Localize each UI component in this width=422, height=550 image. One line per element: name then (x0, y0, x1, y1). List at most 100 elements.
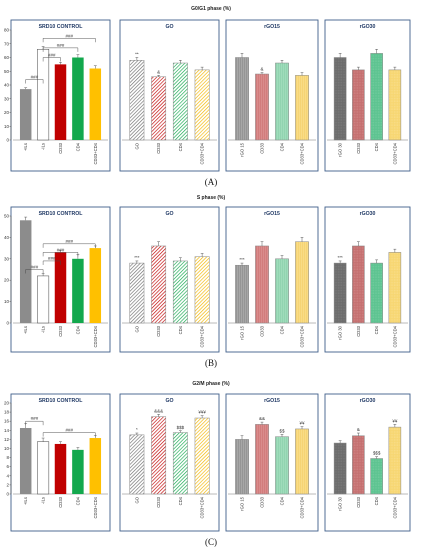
x-tick-label: CD33+CD4 (300, 142, 305, 164)
bar (37, 275, 50, 324)
x-tick-label: CD4 (280, 325, 285, 334)
y-tick-label: 0 (6, 321, 9, 326)
y-tick-label: 6 (6, 464, 9, 469)
group-box (324, 19, 411, 172)
x-tick-label: CD4 (374, 496, 379, 505)
bar (194, 417, 210, 495)
bar (352, 435, 365, 495)
significance-label: ### (65, 239, 73, 244)
bar-annotation: ¥¥¥ (198, 410, 206, 415)
y-tick-label: 14 (4, 428, 10, 433)
group-box (225, 206, 319, 353)
bar (129, 434, 145, 495)
y-tick-label: 50 (4, 214, 10, 219)
group-box (119, 393, 220, 532)
group-title: rGO15 (264, 211, 280, 217)
group-title: rGO30 (360, 24, 376, 30)
bar (194, 69, 210, 141)
bar (275, 436, 289, 495)
x-tick-label: -ILs (41, 326, 46, 333)
significance-bracket (42, 57, 61, 62)
bar-annotation: * (136, 427, 138, 432)
x-tick-label: GO (134, 496, 139, 503)
y-tick-label: 18 (4, 410, 10, 415)
x-tick-label: CD4 (178, 325, 183, 334)
x-tick-label: CD33 (356, 142, 361, 153)
group-title: SRD10 CONTROL (39, 24, 84, 30)
significance-bracket (42, 47, 79, 52)
x-tick-label: CD33 (260, 325, 265, 336)
bar-annotation: &&& (154, 408, 163, 413)
group-title: SRD10 CONTROL (39, 398, 84, 404)
x-tick-label: CD4 (374, 142, 379, 151)
x-tick-label: CD4 (75, 142, 80, 151)
y-tick-label: 80 (4, 28, 10, 33)
panel-label: (A) (205, 177, 218, 187)
bar (333, 262, 347, 324)
x-tick-label: -ILs (41, 497, 46, 504)
x-tick-label: CD33 (156, 325, 161, 336)
significance-bracket (42, 260, 61, 265)
bar (352, 245, 365, 324)
x-tick-label: CD33+CD4 (300, 496, 305, 518)
bar (370, 458, 383, 495)
significance-label: ### (65, 33, 73, 38)
bar (19, 89, 32, 140)
x-tick-label: CD33+CD4 (93, 325, 98, 347)
group-title: rGO30 (360, 211, 376, 217)
bar-annotation: $$ (279, 428, 285, 433)
bar-annotation: *** (337, 255, 343, 260)
x-tick-label: CD33+CD4 (392, 325, 397, 347)
bar-annotation: & (157, 69, 160, 74)
group-box (119, 19, 220, 172)
chart-title: G2/M phase (%) (192, 381, 230, 387)
x-tick-label: CD33 (156, 142, 161, 153)
x-tick-label: +ILs (23, 143, 28, 151)
significance-label: ### (31, 416, 39, 421)
x-tick-label: CD33+CD4 (93, 142, 98, 164)
bar (295, 75, 309, 141)
bar (89, 68, 102, 140)
y-tick-label: 0 (6, 492, 9, 497)
bar (151, 416, 167, 495)
chart-panel-2: S phase (%) 0 10 20 30 40 50 SRD10 CONTROL +ILs -… (4, 195, 411, 368)
x-tick-label: +ILs (23, 326, 28, 334)
y-tick-label: 10 (4, 124, 10, 129)
significance-bracket (25, 79, 44, 84)
bar (129, 262, 145, 324)
x-tick-label: rGO 30 (338, 325, 343, 339)
x-tick-label: CD33 (156, 496, 161, 507)
group-box (119, 206, 220, 353)
bar-annotation: *** (134, 255, 140, 260)
x-tick-label: rGO 15 (240, 496, 245, 510)
bar (295, 428, 309, 495)
x-tick-label: rGO 30 (338, 496, 343, 510)
bar (275, 62, 289, 141)
significance-label: ### (48, 53, 56, 58)
x-tick-label: +ILs (23, 497, 28, 505)
bar (172, 432, 188, 495)
group-box (324, 206, 411, 353)
bar-annotation: && (259, 416, 265, 421)
bar-annotation: ¥¥ (299, 421, 305, 426)
y-tick-label: 8 (6, 455, 9, 460)
bar (295, 241, 309, 324)
x-tick-label: CD33+CD4 (200, 325, 205, 347)
chart-title: G0/G1 phase (%) (191, 6, 231, 12)
group-title: rGO15 (264, 398, 280, 404)
significance-label: ### (48, 256, 56, 261)
bar (388, 69, 402, 141)
bar (19, 428, 32, 494)
bar-annotation: ¥¥ (392, 418, 398, 423)
x-tick-label: rGO 15 (240, 142, 245, 156)
bar (235, 439, 249, 495)
bar (235, 57, 249, 141)
significance-bracket (25, 269, 44, 274)
y-tick-label: 10 (4, 446, 10, 451)
x-tick-label: CD33 (58, 325, 63, 336)
bar (194, 256, 210, 324)
bar-annotation: ** (135, 52, 139, 57)
bar (255, 73, 269, 141)
x-tick-label: CD33 (356, 496, 361, 507)
